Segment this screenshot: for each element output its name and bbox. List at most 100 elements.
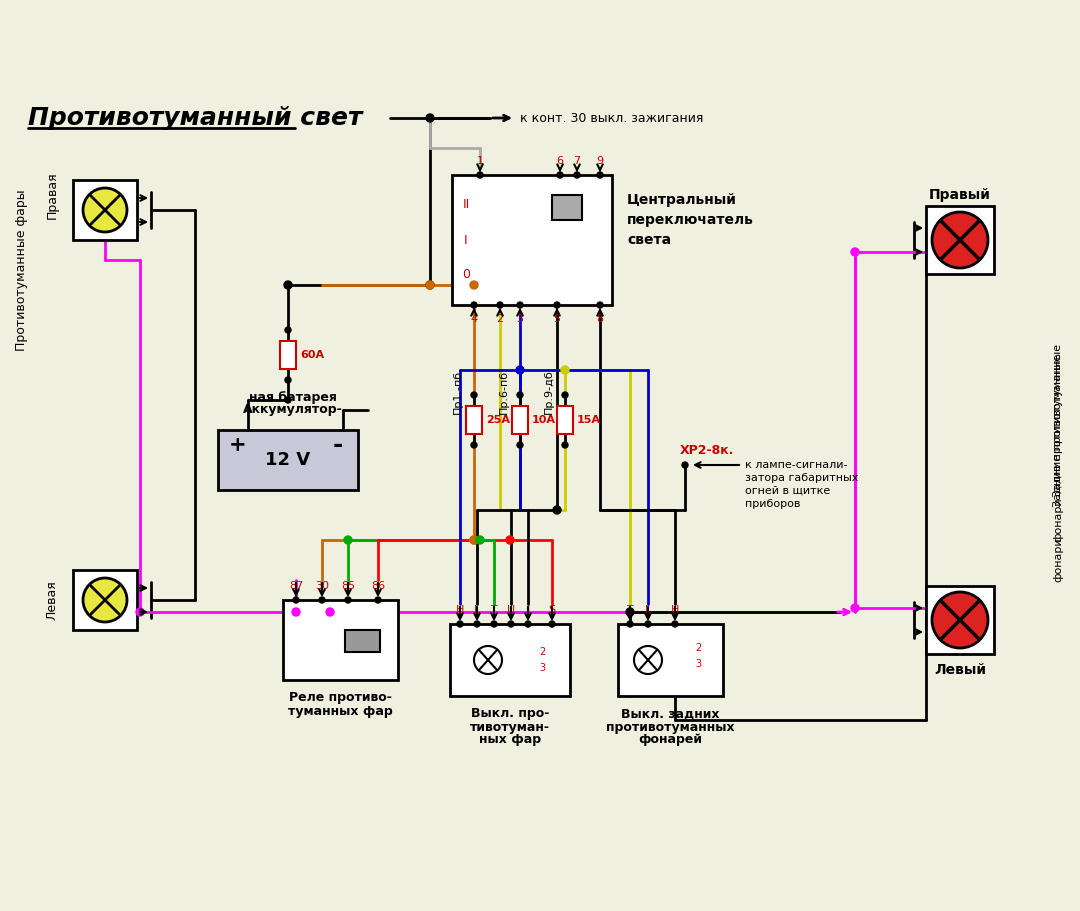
Circle shape — [470, 281, 478, 289]
Circle shape — [471, 392, 477, 398]
Circle shape — [319, 597, 325, 603]
Text: фонарей: фонарей — [638, 733, 702, 746]
Text: к лампе-сигнали-: к лампе-сигнали- — [745, 460, 848, 470]
Bar — [453, 175, 612, 305]
Bar — [618, 624, 723, 696]
Circle shape — [553, 506, 561, 514]
Circle shape — [517, 367, 523, 373]
Text: I: I — [526, 605, 529, 615]
Bar — [557, 406, 573, 434]
Circle shape — [457, 621, 463, 627]
Text: Правый: Правый — [929, 188, 991, 202]
Circle shape — [83, 578, 127, 622]
Text: огней в щитке: огней в щитке — [745, 486, 831, 496]
Text: фонари: фонари — [1053, 497, 1063, 542]
Bar — [552, 195, 582, 220]
Circle shape — [426, 281, 434, 289]
Bar — [465, 406, 482, 434]
Circle shape — [507, 536, 514, 544]
Text: к конт. 30 выкл. зажигания: к конт. 30 выкл. зажигания — [519, 111, 703, 125]
Circle shape — [497, 302, 503, 308]
Bar — [218, 430, 357, 490]
Text: Реле противо-: Реле противо- — [288, 691, 391, 704]
Circle shape — [517, 442, 523, 448]
Circle shape — [470, 536, 478, 544]
Circle shape — [525, 621, 531, 627]
Text: 5: 5 — [554, 314, 561, 324]
Circle shape — [851, 604, 859, 612]
Bar — [512, 406, 528, 434]
Circle shape — [284, 281, 292, 289]
Circle shape — [285, 377, 291, 383]
Circle shape — [293, 597, 299, 603]
Text: I: I — [464, 233, 468, 247]
Circle shape — [597, 172, 603, 178]
Circle shape — [477, 172, 483, 178]
Circle shape — [573, 172, 580, 178]
Text: Центральный: Центральный — [627, 193, 737, 207]
Text: 9: 9 — [596, 156, 604, 166]
Circle shape — [426, 114, 434, 122]
Text: 15А: 15А — [577, 415, 600, 425]
Circle shape — [597, 302, 603, 308]
Circle shape — [345, 536, 352, 544]
Bar — [926, 206, 994, 274]
Circle shape — [83, 188, 127, 232]
Text: H: H — [671, 605, 679, 615]
Bar — [926, 586, 994, 654]
Text: противотуманных: противотуманных — [606, 721, 734, 733]
Bar — [345, 630, 380, 652]
Text: 85: 85 — [341, 581, 355, 591]
Text: 30: 30 — [315, 581, 329, 591]
Text: T: T — [626, 605, 633, 615]
Circle shape — [345, 597, 351, 603]
Circle shape — [375, 597, 381, 603]
Text: 60А: 60А — [300, 350, 324, 360]
Text: ных фар: ных фар — [478, 733, 541, 746]
Circle shape — [681, 462, 688, 468]
Text: II: II — [462, 199, 470, 211]
Text: фонари: фонари — [1053, 537, 1063, 582]
Circle shape — [634, 646, 662, 674]
Circle shape — [476, 536, 484, 544]
Circle shape — [491, 621, 497, 627]
Text: 86: 86 — [370, 581, 386, 591]
Circle shape — [626, 608, 634, 616]
Text: переключатель: переключатель — [627, 213, 754, 227]
Circle shape — [627, 621, 633, 627]
Circle shape — [932, 592, 988, 648]
Text: -: - — [333, 433, 343, 457]
Circle shape — [562, 392, 568, 398]
Bar — [450, 624, 570, 696]
Text: 2: 2 — [497, 314, 503, 324]
Text: Пр.9-дб.: Пр.9-дб. — [544, 366, 554, 415]
Text: H: H — [456, 605, 464, 615]
Text: Пр.6-пб.: Пр.6-пб. — [499, 366, 509, 414]
Text: затора габаритных: затора габаритных — [745, 473, 859, 483]
Text: 2: 2 — [694, 643, 701, 653]
Text: 3: 3 — [694, 659, 701, 669]
Circle shape — [471, 302, 477, 308]
Circle shape — [562, 442, 568, 448]
Circle shape — [516, 366, 524, 374]
Text: ная батарея: ная батарея — [249, 391, 337, 404]
Text: 3: 3 — [539, 663, 545, 673]
Circle shape — [470, 536, 478, 544]
Circle shape — [549, 621, 555, 627]
Text: Выкл. про-: Выкл. про- — [471, 708, 550, 721]
Text: 2: 2 — [539, 647, 545, 657]
Circle shape — [562, 367, 568, 373]
Bar — [73, 570, 137, 630]
Circle shape — [932, 212, 988, 268]
Circle shape — [672, 621, 678, 627]
Bar — [283, 600, 399, 680]
Text: Левый: Левый — [934, 663, 986, 677]
Circle shape — [426, 281, 434, 289]
Circle shape — [326, 608, 334, 616]
Circle shape — [474, 621, 480, 627]
Circle shape — [285, 327, 291, 333]
Bar — [73, 180, 137, 240]
Text: Противотуманные фары: Противотуманные фары — [15, 189, 28, 351]
Circle shape — [561, 366, 569, 374]
Text: Задние противотуманные: Задние противотуманные — [1053, 343, 1063, 496]
